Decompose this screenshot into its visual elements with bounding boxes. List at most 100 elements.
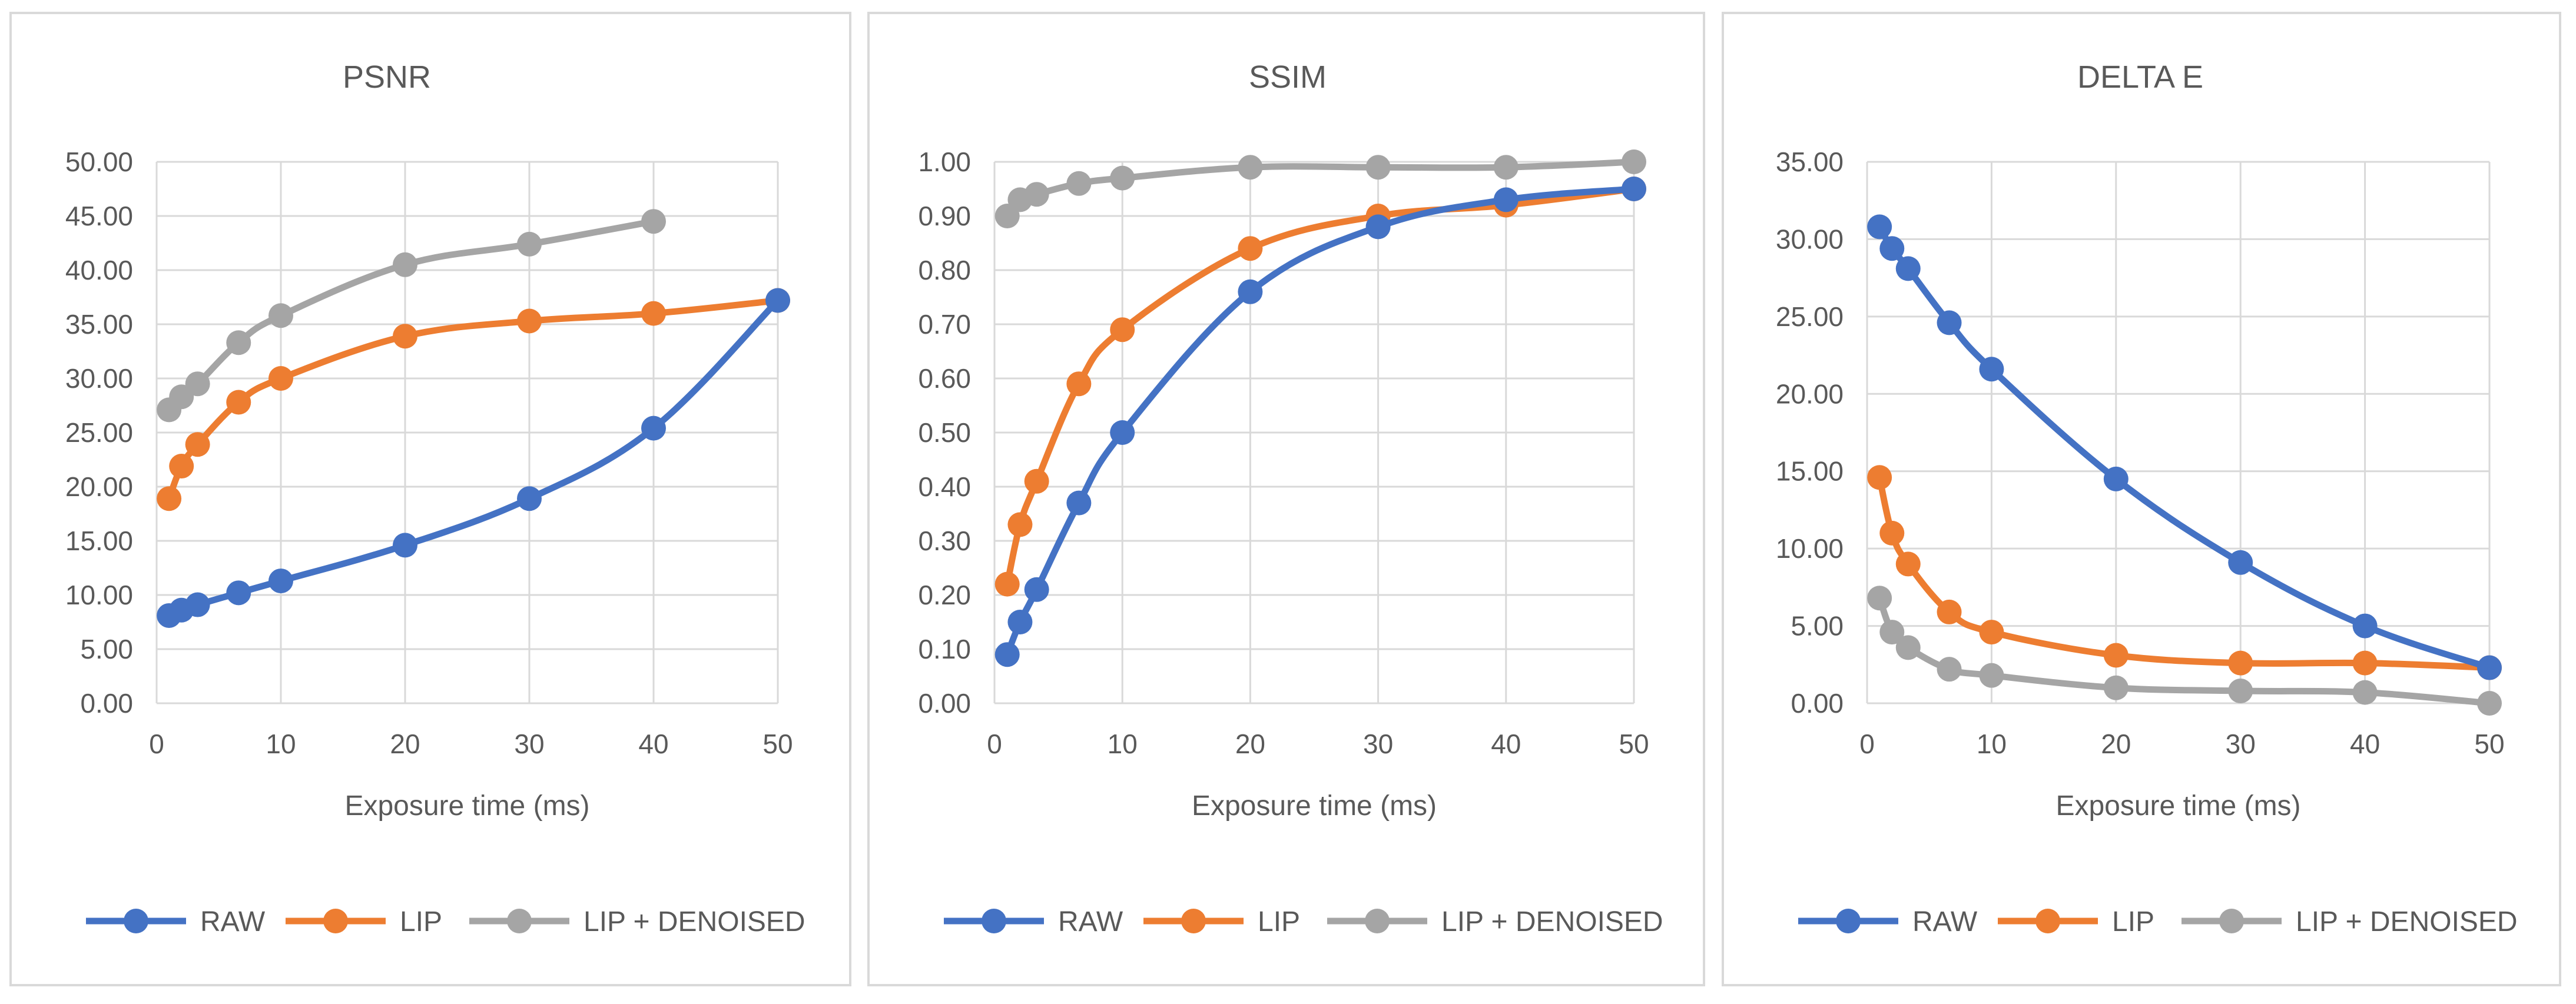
ssim-data-point-lip_denoised [1493, 155, 1519, 180]
delta-e-data-point-lip [2352, 650, 2378, 676]
delta-e-x-axis-label: Exposure time (ms) [2056, 790, 2300, 822]
ssim-y-tick-label: 0.90 [918, 201, 971, 231]
ssim-data-point-lip_denoised [1622, 149, 1646, 174]
delta-e-data-point-lip_denoised [2228, 678, 2253, 703]
delta-e-y-tick-label: 15.00 [1776, 456, 1844, 487]
psnr-data-point-raw [268, 569, 293, 594]
delta-e-y-tick-label: 10.00 [1776, 533, 1844, 564]
ssim-y-tick-label: 1.00 [918, 147, 971, 177]
psnr-data-point-lip [169, 454, 194, 479]
delta-e-data-point-lip [1867, 465, 1892, 490]
psnr-x-tick-label: 50 [762, 729, 793, 759]
psnr-legend-marker-raw [124, 909, 148, 933]
ssim-data-point-raw [1066, 490, 1092, 516]
ssim-data-point-lip [1110, 317, 1135, 343]
delta-e-y-tick-label: 35.00 [1776, 147, 1844, 177]
ssim-y-tick-label: 0.30 [918, 526, 971, 556]
delta-e-data-point-raw [2477, 655, 2502, 680]
ssim-data-point-lip_denoised [1238, 155, 1263, 180]
ssim-legend-label-lip_denoised: LIP + DENOISED [1441, 906, 1663, 937]
ssim-data-point-raw [1365, 214, 1391, 240]
ssim-series-line-lip_denoised [1004, 158, 1637, 220]
ssim-y-tick-label: 0.20 [918, 580, 971, 610]
ssim-y-tick-label: 0.60 [918, 363, 971, 394]
psnr-chart: PSNR 0.00 5.00 10.00 15.00 20.00 25.00 30.00 35.… [65, 59, 805, 937]
ssim-data-point-raw [1110, 420, 1135, 445]
delta-e-series-line-raw [1876, 223, 2493, 671]
delta-e-x-tick-label: 0 [1859, 729, 1875, 759]
psnr-data-point-lip [268, 366, 293, 391]
psnr-data-point-lip [157, 486, 182, 511]
delta-e-series-line-lip_denoised [1876, 594, 2493, 707]
psnr-legend-label-lip: LIP [400, 906, 442, 937]
ssim-y-tick-label: 0.80 [918, 255, 971, 285]
psnr-x-tick-label: 40 [638, 729, 668, 759]
delta-e-data-point-raw [2103, 466, 2129, 491]
delta-e-data-point-raw [1937, 310, 1962, 335]
ssim-data-point-lip [1024, 468, 1049, 494]
delta-e-data-point-lip [1879, 520, 1905, 546]
psnr-legend-label-lip_denoised: LIP + DENOISED [584, 906, 805, 937]
psnr-x-tick-label: 20 [390, 729, 420, 759]
delta-e-x-tick-label: 20 [2101, 729, 2131, 759]
delta-e-data-point-lip [1937, 599, 1962, 624]
delta-e-legend-label-lip_denoised: LIP + DENOISED [2296, 906, 2518, 937]
psnr-data-point-lip [517, 308, 542, 334]
psnr-chart-panel: PSNR 0.00 5.00 10.00 15.00 20.00 25.00 30.00 35.… [9, 12, 851, 986]
psnr-data-point-lip_denoised [641, 209, 666, 234]
ssim-legend-marker-lip [1181, 909, 1206, 933]
delta-e-x-tick-label: 30 [2226, 729, 2256, 759]
psnr-series-line-raw [165, 297, 781, 619]
psnr-chart-title: PSNR [343, 59, 431, 95]
delta-e-y-tick-label: 25.00 [1776, 301, 1844, 332]
psnr-y-tick-label: 10.00 [65, 580, 133, 610]
delta-e-data-point-raw [1979, 357, 2004, 382]
psnr-data-point-raw [765, 288, 790, 313]
psnr-data-point-lip [185, 432, 210, 457]
ssim-legend-label-lip: LIP [1258, 906, 1300, 937]
psnr-x-axis-label: Exposure time (ms) [344, 790, 589, 822]
psnr-data-point-raw [641, 415, 666, 441]
ssim-data-point-lip_denoised [1110, 165, 1135, 191]
delta-e-x-tick-label: 10 [1977, 729, 2007, 759]
psnr-data-point-raw [185, 592, 210, 617]
psnr-y-tick-label: 25.00 [65, 417, 133, 448]
ssim-chart: SSIM 0.00 0.10 0.20 0.30 0.40 0.50 0.60 0.70 0.80… [918, 59, 1663, 937]
psnr-legend-marker-lip [323, 909, 348, 933]
psnr-y-tick-label: 45.00 [65, 201, 133, 231]
psnr-y-tick-label: 40.00 [65, 255, 133, 285]
psnr-data-point-lip [226, 390, 251, 415]
delta-e-chart-title: DELTA E [2077, 59, 2203, 95]
delta-e-data-point-lip [1979, 620, 2004, 645]
ssim-data-point-raw [1238, 279, 1263, 304]
delta-e-legend-label-lip: LIP [2112, 906, 2154, 937]
delta-e-data-point-lip [1895, 551, 1921, 577]
ssim-data-point-lip_denoised [1066, 171, 1092, 196]
ssim-data-point-lip_denoised [1024, 182, 1049, 207]
ssim-data-point-lip [994, 571, 1020, 597]
psnr-data-point-lip_denoised [226, 330, 251, 355]
ssim-x-tick-label: 20 [1235, 729, 1265, 759]
ssim-y-tick-label: 0.70 [918, 309, 971, 340]
psnr-data-point-raw [393, 533, 417, 558]
ssim-y-tick-label: 0.50 [918, 417, 971, 448]
psnr-x-tick-label: 30 [514, 729, 544, 759]
delta-e-data-point-lip_denoised [1867, 586, 1892, 611]
ssim-data-point-lip [1007, 512, 1033, 537]
ssim-x-tick-label: 40 [1491, 729, 1521, 759]
psnr-data-point-lip_denoised [185, 371, 210, 397]
psnr-y-tick-label: 30.00 [65, 363, 133, 394]
delta-e-data-point-lip_denoised [1937, 657, 1962, 682]
psnr-data-point-raw [517, 486, 542, 511]
ssim-data-point-lip [1066, 371, 1092, 397]
ssim-legend-marker-raw [982, 909, 1006, 933]
psnr-y-tick-label: 20.00 [65, 471, 133, 502]
delta-e-data-point-lip [2228, 650, 2253, 676]
psnr-data-point-lip_denoised [517, 231, 542, 257]
ssim-data-point-lip_denoised [1365, 155, 1391, 180]
psnr-y-tick-label: 15.00 [65, 526, 133, 556]
psnr-y-tick-label: 0.00 [80, 688, 133, 719]
delta-e-data-point-raw [1879, 236, 1905, 261]
delta-e-data-point-raw [2352, 613, 2378, 639]
ssim-data-point-lip [1238, 236, 1263, 261]
